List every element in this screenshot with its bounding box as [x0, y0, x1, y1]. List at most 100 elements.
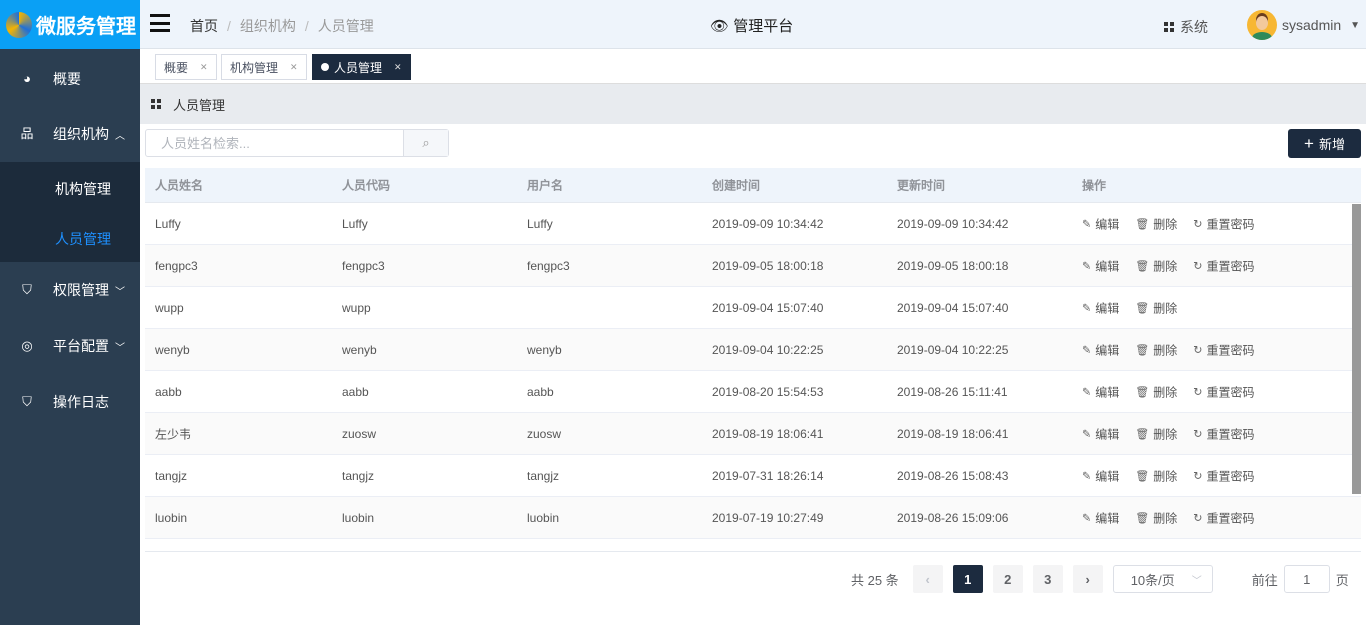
row-actions: ✎ 编辑 🗑 删除 ↻ 重置密码: [1082, 467, 1254, 484]
sidebar-item-org[interactable]: 品 组织机构 ︿: [0, 106, 140, 162]
user-menu[interactable]: sysadmin ▼: [1247, 10, 1360, 40]
delete-button[interactable]: 🗑 删除: [1135, 509, 1177, 526]
reset-password-button[interactable]: ↻ 重置密码: [1193, 383, 1254, 400]
trash-icon: 🗑: [1135, 428, 1150, 440]
column-header: 创建时间: [712, 178, 761, 193]
table-row: luobin luobin luobin 2019-07-19 10:27:49 201…: [145, 497, 1361, 539]
app-logo: 微服务管理: [0, 0, 140, 49]
page-title-bar: 人员管理: [140, 84, 1366, 124]
page-size-select[interactable]: 10条/页 ﹀: [1112, 565, 1213, 593]
pagination: 共 25 条 ‹ 1 2 3 › 10条/页 ﹀ 前往 页: [851, 565, 1349, 593]
cell-name: wenyb: [155, 342, 190, 357]
edit-button[interactable]: ✎ 编辑: [1082, 341, 1119, 358]
reset-password-button[interactable]: ↻ 重置密码: [1193, 509, 1254, 526]
reset-password-button[interactable]: ↻ 重置密码: [1193, 425, 1254, 442]
sidebar-item-person-manage[interactable]: 人员管理: [55, 231, 111, 247]
chevron-down-icon: ﹀: [115, 286, 125, 298]
table-scrollbar[interactable]: [1352, 204, 1361, 494]
shield-user-icon: ⛉: [22, 394, 32, 409]
search-button[interactable]: ⌕: [403, 130, 448, 156]
plus-icon: +: [1304, 133, 1314, 153]
row-actions: ✎ 编辑 🗑 删除 ↻ 重置密码: [1082, 257, 1254, 274]
refresh-icon: ↻: [1193, 260, 1203, 272]
sidebar-item-permission[interactable]: ⛉ 权限管理 ﹀: [0, 262, 140, 318]
refresh-icon: ↻: [1193, 218, 1203, 230]
person-table: 人员姓名 人员代码 用户名 创建时间 更新时间 操作 Luffy Luffy Luf…: [145, 168, 1361, 539]
prev-page-button[interactable]: ‹: [912, 565, 943, 593]
logo-icon: [6, 11, 32, 38]
edit-button[interactable]: ✎ 编辑: [1082, 257, 1119, 274]
platform-label: 管理平台: [733, 18, 794, 35]
sidebar-item-logs[interactable]: ⛉ 操作日志: [0, 374, 140, 430]
delete-button[interactable]: 🗑 删除: [1135, 383, 1177, 400]
reset-password-button[interactable]: ↻ 重置密码: [1193, 467, 1254, 484]
edit-icon: ✎: [1082, 470, 1092, 482]
page-2-button[interactable]: 2: [992, 565, 1023, 593]
sidebar-item-org-manage[interactable]: 机构管理: [55, 181, 111, 197]
page-3-button[interactable]: 3: [1032, 565, 1063, 593]
search-input[interactable]: [146, 130, 403, 156]
cell-updated: 2019-09-04 10:22:25: [897, 342, 1009, 357]
menu-toggle-icon[interactable]: [150, 14, 170, 32]
goto-page-input[interactable]: [1283, 565, 1330, 593]
shield-key-icon: ⛉: [22, 282, 32, 297]
reset-label: 重置密码: [1206, 217, 1255, 231]
edit-button[interactable]: ✎ 编辑: [1082, 383, 1119, 400]
tab-person-manage[interactable]: 人员管理 ✕: [312, 54, 411, 80]
sidebar-item-overview[interactable]: ◕ 概要: [0, 51, 140, 107]
table-row: wenyb wenyb wenyb 2019-09-04 10:22:25 2019-0…: [145, 329, 1361, 371]
tab-overview[interactable]: 概要 ✕: [155, 54, 217, 80]
row-actions: ✎ 编辑 🗑 删除 ↻ 重置密码: [1082, 215, 1254, 232]
delete-button[interactable]: 🗑 删除: [1135, 341, 1177, 358]
tab-org-manage[interactable]: 机构管理 ✕: [221, 54, 307, 80]
edit-label: 编辑: [1095, 385, 1120, 399]
breadcrumb-home[interactable]: 首页: [190, 18, 218, 34]
column-header: 用户名: [527, 178, 564, 193]
cell-name: aabb: [155, 384, 182, 399]
cell-user: tangjz: [527, 468, 560, 483]
cell-created: 2019-08-19 18:06:41: [712, 426, 824, 441]
edit-icon: ✎: [1082, 344, 1092, 356]
sidebar-item-platform-config[interactable]: ◎ 平台配置 ﹀: [0, 318, 140, 374]
reset-label: 重置密码: [1206, 343, 1255, 357]
edit-button[interactable]: ✎ 编辑: [1082, 509, 1119, 526]
delete-button[interactable]: 🗑 删除: [1135, 467, 1177, 484]
close-icon[interactable]: ✕: [200, 61, 208, 72]
delete-button[interactable]: 🗑 删除: [1135, 299, 1177, 316]
cell-code: zuosw: [342, 426, 377, 441]
page-1-button[interactable]: 1: [952, 565, 983, 593]
next-page-button[interactable]: ›: [1072, 565, 1103, 593]
top-header: 首页 / 组织机构 / 人员管理 👁 管理平台 系统 sysadmin ▼: [140, 0, 1366, 49]
page-size-value: 10条/页: [1130, 572, 1175, 588]
add-label: 新增: [1318, 137, 1345, 152]
reset-password-button[interactable]: ↻ 重置密码: [1193, 341, 1254, 358]
trash-icon: 🗑: [1135, 218, 1150, 230]
eye-icon: 👁: [710, 18, 730, 35]
delete-label: 删除: [1153, 469, 1178, 483]
chevron-down-icon: ﹀: [115, 342, 125, 354]
cell-code: fengpc3: [342, 258, 385, 273]
edit-button[interactable]: ✎ 编辑: [1082, 299, 1119, 316]
edit-button[interactable]: ✎ 编辑: [1082, 467, 1119, 484]
sidebar-item-label: 组织机构: [53, 126, 109, 142]
table-row: aabb aabb aabb 2019-08-20 15:54:53 2019-08-2…: [145, 371, 1361, 413]
edit-label: 编辑: [1095, 301, 1120, 315]
trash-icon: 🗑: [1135, 344, 1150, 356]
close-icon[interactable]: ✕: [394, 61, 402, 72]
row-actions: ✎ 编辑 🗑 删除 ↻ 重置密码: [1082, 425, 1254, 442]
edit-button[interactable]: ✎ 编辑: [1082, 215, 1119, 232]
delete-button[interactable]: 🗑 删除: [1135, 257, 1177, 274]
reset-password-button[interactable]: ↻ 重置密码: [1193, 257, 1254, 274]
cell-created: 2019-07-31 18:26:14: [712, 468, 824, 483]
reset-password-button[interactable]: ↻ 重置密码: [1193, 215, 1254, 232]
delete-button[interactable]: 🗑 删除: [1135, 425, 1177, 442]
edit-button[interactable]: ✎ 编辑: [1082, 425, 1119, 442]
cell-user: Luffy: [527, 216, 553, 231]
system-menu[interactable]: 系统: [1164, 17, 1208, 37]
chevron-up-icon: ︿: [115, 130, 125, 142]
add-button[interactable]: + 新增: [1288, 129, 1361, 158]
cell-user: aabb: [527, 384, 554, 399]
search-icon: ⌕: [422, 135, 430, 150]
delete-button[interactable]: 🗑 删除: [1135, 215, 1177, 232]
close-icon[interactable]: ✕: [290, 61, 298, 72]
